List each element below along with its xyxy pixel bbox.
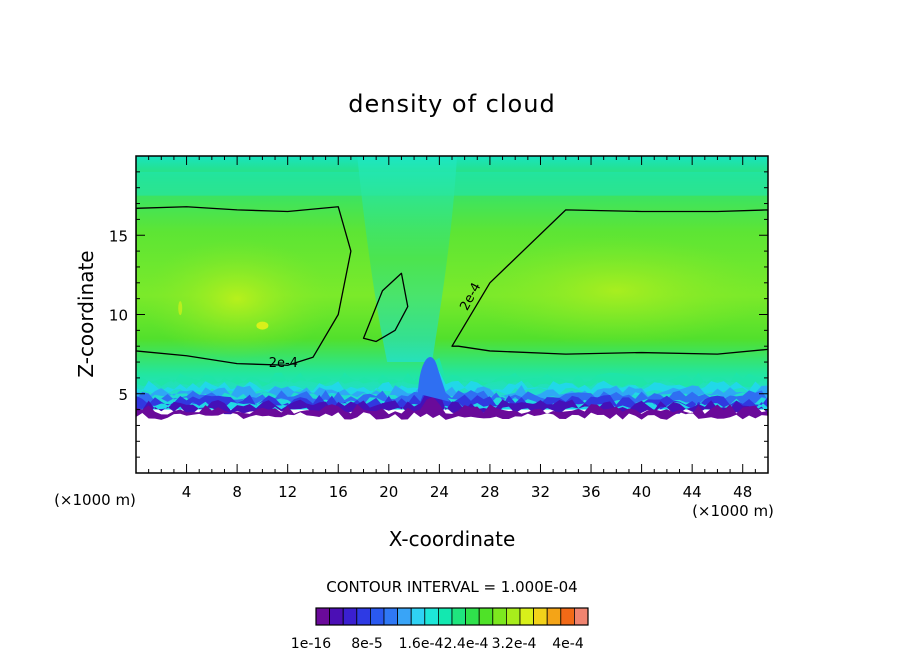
x-tick-label: 20: [379, 483, 398, 501]
x-tick-label: 32: [531, 483, 550, 501]
colorbar-tick-label: 8e-5: [351, 636, 382, 652]
colorbar-tick-label: 3.2e-4: [492, 636, 537, 652]
x-tick-label: 40: [632, 483, 651, 501]
heatmap-field: [136, 156, 768, 420]
colorbar-tick-label: 1.6e-4: [399, 636, 444, 652]
colorbar-swatch: [560, 607, 575, 626]
contour-label: 2e-4: [269, 356, 298, 371]
contour-right: [451, 209, 768, 355]
x-tick-label: 4: [182, 483, 192, 501]
colorbar-swatch: [465, 607, 480, 626]
colorbar-swatch: [546, 607, 562, 626]
x-tick-label: 16: [329, 483, 348, 501]
x-tick-label: 28: [480, 483, 499, 501]
colorbar-swatch: [519, 607, 535, 626]
colorbar-swatch: [356, 607, 371, 626]
chart-title: density of cloud: [348, 90, 555, 118]
colorbar: [315, 607, 589, 626]
colorbar-swatch: [342, 607, 358, 626]
x-axis-label: X-coordinate: [389, 527, 516, 551]
y-tick-label: 5: [118, 386, 128, 404]
dense-region-left: [142, 238, 333, 359]
colorbar-swatch: [315, 607, 331, 626]
peak-spot: [256, 321, 269, 330]
colorbar-swatch: [424, 607, 439, 626]
colorbar-swatch: [397, 607, 412, 626]
central-gap: [357, 156, 457, 363]
y-tick-label: 10: [109, 307, 128, 325]
colorbar-swatch: [505, 607, 521, 626]
y-axis-label: Z-coordinate: [74, 250, 98, 377]
y-tick-label: 15: [109, 227, 128, 245]
contour-middle: [362, 272, 409, 343]
x-tick-label: 24: [430, 483, 449, 501]
colorbar-swatch: [437, 607, 453, 626]
colorbar-frame: [315, 607, 589, 626]
x-tick-label: 8: [232, 483, 242, 501]
y-unit-label: (×1000 m): [54, 491, 136, 509]
rising-tongue: [417, 357, 450, 402]
dense-region-right: [466, 235, 767, 346]
colorbar-tick-labels: 1e-16 8e-5 1.6e-4 2.4e-4 3.2e-4 4e-4: [291, 636, 584, 652]
peak-spot-2: [178, 301, 183, 316]
colorbar-swatch: [410, 607, 426, 626]
colorbar-swatch: [329, 607, 344, 626]
x-tick-label: 48: [733, 483, 752, 501]
base-layer-1: [136, 365, 768, 396]
x-unit-label: (×1000 m): [692, 502, 774, 520]
colorbar-swatch: [533, 607, 548, 626]
colorbar-swatch: [478, 607, 494, 626]
base-layer-5: [136, 391, 768, 415]
colorbar-swatch: [492, 607, 507, 626]
contour-left: [136, 206, 352, 366]
contour-interval-label: CONTOUR INTERVAL = 1.000E-04: [326, 578, 577, 596]
colorbar-tick-label: 4e-4: [552, 636, 584, 652]
base-layer-6: [136, 396, 768, 420]
colorbar-swatch: [383, 607, 399, 626]
colorbar-swatch: [451, 607, 467, 626]
x-tick-label: 36: [581, 483, 600, 501]
base-layer-0: [136, 357, 768, 388]
x-tick-label: 12: [278, 483, 297, 501]
colorbar-tick-label: 2.4e-4: [444, 636, 489, 652]
colorbar-swatch: [574, 607, 589, 626]
x-tick-label: 44: [683, 483, 702, 501]
colorbar-tick-label: 1e-16: [291, 636, 331, 652]
colorbar-swatch: [369, 607, 385, 626]
base-layer-2: [136, 372, 768, 401]
